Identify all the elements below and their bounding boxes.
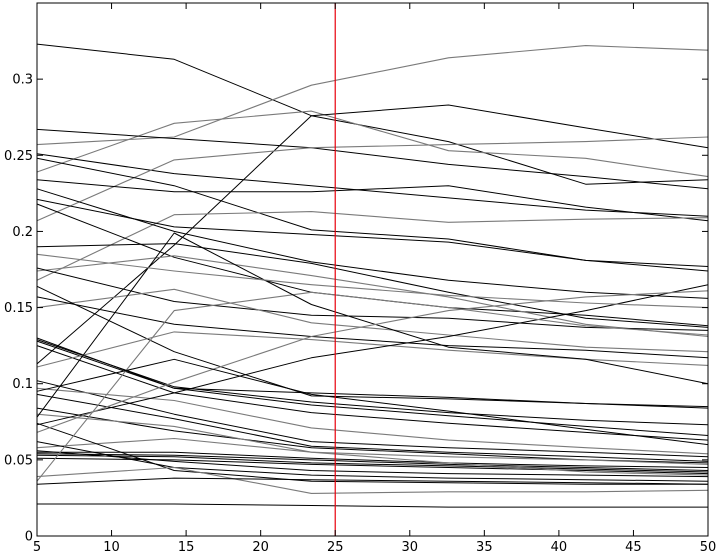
series-line: [36, 179, 709, 222]
series-line: [36, 339, 709, 426]
series-line: [36, 104, 709, 365]
x-tick-label: 5: [33, 540, 41, 552]
y-tick-label: 0.1: [12, 377, 33, 392]
series-line: [36, 291, 709, 482]
series-line: [36, 232, 709, 418]
x-tick-label: 35: [476, 540, 493, 552]
y-tick-label: 0.05: [4, 453, 33, 468]
x-tick-label: 50: [700, 540, 716, 552]
y-tick-label: 0.2: [12, 225, 33, 240]
series-line: [36, 296, 709, 359]
series-line: [36, 188, 709, 299]
series-line: [36, 136, 709, 222]
x-tick-label: 30: [402, 540, 419, 552]
x-tick-label: 45: [625, 540, 642, 552]
series-line: [36, 290, 709, 433]
series-line: [36, 437, 709, 465]
series-line: [36, 466, 709, 494]
y-tick-label: 0.25: [4, 149, 33, 164]
series-line: [36, 288, 709, 353]
plot-frame: [36, 2, 709, 537]
series-line: [36, 477, 709, 485]
x-tick-label: 40: [551, 540, 568, 552]
series-line: [36, 157, 709, 267]
y-tick-label: 0.3: [12, 73, 33, 88]
series-line: [36, 454, 709, 473]
series-line: [36, 393, 709, 462]
series-line: [37, 451, 709, 468]
series-line: [36, 340, 709, 409]
series-line: [36, 110, 709, 178]
y-tick-label: 0: [25, 530, 33, 545]
series-line: [36, 253, 709, 309]
series-line: [36, 345, 709, 441]
series-line: [36, 380, 709, 458]
series-line: [36, 450, 709, 478]
series-line: [36, 413, 709, 476]
series-line: [36, 43, 709, 185]
series-line: [36, 255, 709, 338]
series-line: [36, 453, 709, 471]
series-line: [36, 243, 709, 328]
x-axis: 5 10 15 20 25 30 35 40 45 50: [33, 3, 716, 552]
series-line: [37, 503, 708, 508]
x-tick-label: 20: [252, 540, 269, 552]
series-line: [36, 198, 709, 272]
series-line: [36, 45, 709, 146]
x-tick-label: 10: [103, 540, 120, 552]
plot-background: [37, 3, 708, 536]
y-tick-label: 0.15: [4, 301, 33, 316]
series-line: [36, 441, 709, 482]
series-line: [36, 211, 709, 281]
x-tick-label: 25: [327, 540, 344, 552]
y-axis: 0 0.05 0.1 0.15 0.2 0.25 0.3: [4, 73, 708, 545]
series-line: [36, 358, 709, 446]
series-line: [36, 422, 708, 485]
x-tick-label: 15: [178, 540, 195, 552]
series-line: [36, 331, 709, 368]
series-layer: [36, 43, 709, 508]
series-line: [36, 128, 709, 190]
series-line: [36, 284, 709, 426]
series-line: [36, 267, 709, 331]
